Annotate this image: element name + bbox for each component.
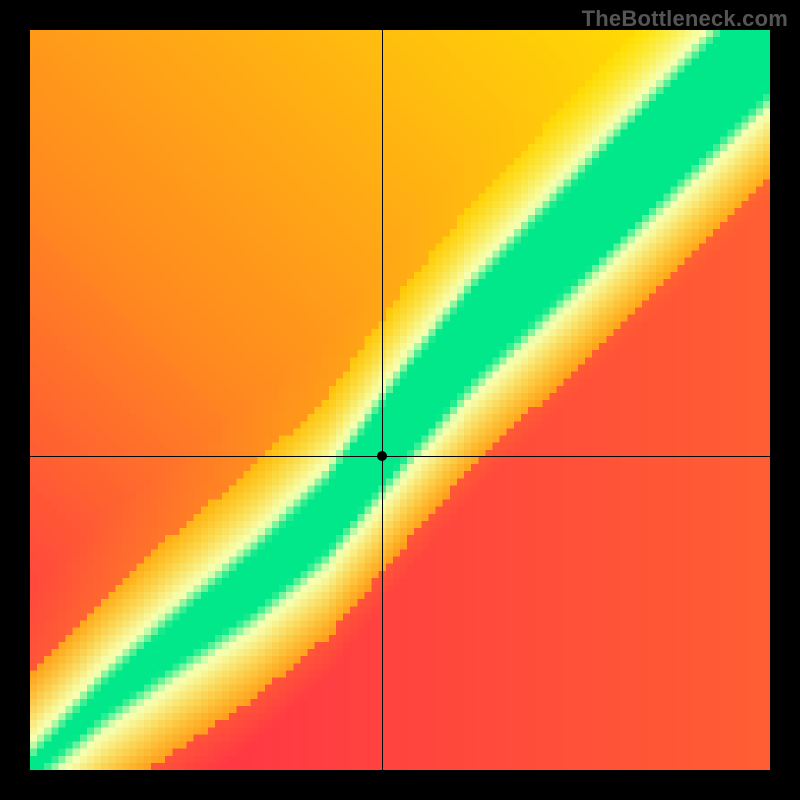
heatmap-plot <box>30 30 770 770</box>
heatmap-canvas <box>30 30 770 770</box>
marker-dot <box>377 451 387 461</box>
crosshair-vertical <box>382 30 383 770</box>
watermark-text: TheBottleneck.com <box>582 6 788 32</box>
crosshair-horizontal <box>30 456 770 457</box>
chart-container: { "watermark": { "text": "TheBottleneck.… <box>0 0 800 800</box>
